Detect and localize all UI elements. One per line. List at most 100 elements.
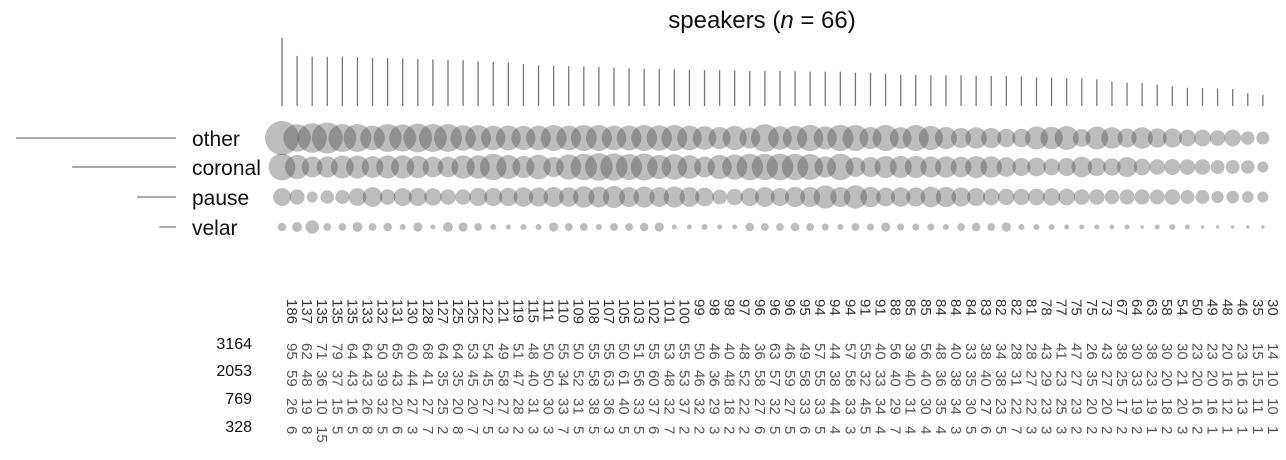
count-label: 14	[1264, 343, 1281, 360]
bubble	[289, 189, 305, 205]
count-label: 5	[615, 426, 632, 434]
bubble	[951, 187, 971, 207]
count-label: 2	[1128, 426, 1145, 434]
count-label: 6	[389, 426, 406, 434]
speaker-total-label: 88	[887, 299, 904, 316]
count-label: 19	[1128, 398, 1145, 415]
count-label: 2	[1158, 426, 1175, 434]
bubble	[1103, 158, 1121, 176]
count-label: 8	[298, 426, 315, 434]
count-label: 41	[1053, 343, 1070, 360]
count-label: 34	[555, 370, 572, 387]
bubble	[316, 156, 338, 178]
speaker-total-label: 81	[1022, 299, 1039, 316]
bubble	[880, 222, 891, 232]
bubble	[556, 154, 582, 180]
count-label: 32	[660, 398, 677, 415]
speaker-total-label: 125	[464, 299, 481, 324]
bubble	[912, 223, 920, 231]
count-label: 41	[419, 370, 436, 387]
bubble	[755, 187, 775, 207]
chart-title-n: n	[780, 7, 793, 34]
bubble	[927, 223, 935, 231]
bubble	[918, 125, 943, 151]
bubble	[712, 189, 728, 205]
speaker-total-label: 91	[856, 299, 873, 316]
speaker-total-label: 64	[1128, 299, 1145, 316]
speaker-total-label: 107	[600, 299, 617, 324]
count-label: 10	[313, 398, 330, 415]
bubble	[920, 186, 942, 208]
bubble	[874, 155, 897, 179]
bubble	[399, 223, 406, 231]
speaker-total-label: 135	[343, 299, 360, 324]
bubble	[602, 185, 626, 209]
bubble	[458, 222, 468, 232]
count-label: 29	[887, 398, 904, 415]
count-label: 55	[675, 343, 692, 360]
bubble	[376, 155, 400, 179]
count-label: 27	[751, 398, 768, 415]
bubble	[965, 155, 988, 179]
count-label: 45	[856, 398, 873, 415]
count-label: 50	[540, 343, 557, 360]
count-label: 1	[1203, 426, 1220, 434]
bubble	[588, 186, 610, 208]
count-label: 1	[1234, 426, 1251, 434]
count-label: 40	[917, 370, 934, 387]
count-label: 49	[494, 343, 511, 360]
count-label: 35	[449, 370, 466, 387]
category-label: velar	[192, 217, 238, 240]
count-label: 4	[826, 426, 843, 434]
bubble	[1211, 190, 1224, 204]
bubble	[570, 125, 597, 151]
count-label: 2	[1068, 426, 1085, 434]
bubble	[311, 122, 343, 154]
bubble	[1164, 159, 1181, 175]
count-label: 50	[374, 343, 391, 360]
count-label: 55	[811, 370, 828, 387]
count-label: 6	[796, 426, 813, 434]
bubble	[585, 153, 613, 181]
count-label: 23	[1143, 370, 1160, 387]
bubble	[677, 155, 702, 179]
count-label: 5	[479, 426, 496, 434]
count-label: 33	[962, 343, 979, 360]
bubble	[335, 190, 350, 204]
speaker-total-label: 103	[630, 299, 647, 324]
bubble	[361, 156, 384, 178]
bubble	[585, 125, 612, 151]
bubble	[343, 124, 372, 152]
speaker-total-label: 94	[841, 299, 858, 316]
count-label: 55	[856, 343, 873, 360]
bubble	[1134, 189, 1150, 205]
bubble	[1200, 225, 1205, 229]
bubble	[1013, 188, 1030, 206]
bubble	[619, 186, 640, 208]
count-label: 63	[600, 370, 617, 387]
count-label: 23	[1203, 343, 1220, 360]
bubble	[790, 222, 800, 232]
bubble	[1147, 128, 1167, 148]
bubble	[481, 125, 506, 151]
category-labels: other coronal pause velar	[192, 128, 261, 240]
bubble	[845, 157, 866, 177]
bubble	[1179, 129, 1196, 147]
bubble	[776, 223, 784, 231]
speaker-total-label: 95	[796, 299, 813, 316]
count-label: 56	[630, 370, 647, 387]
bubble	[520, 223, 527, 231]
count-label: 7	[555, 426, 572, 434]
bubble	[528, 187, 549, 207]
count-label: 33	[872, 370, 889, 387]
speaker-total-label: 63	[1143, 299, 1160, 316]
bubble	[646, 125, 672, 151]
bubble	[579, 223, 588, 231]
speaker-total-label: 84	[962, 299, 979, 316]
category-total-label: 3164	[216, 336, 252, 353]
count-label: 2	[736, 426, 753, 434]
speaker-total-label: 75	[1083, 299, 1100, 316]
bubble	[1209, 130, 1226, 146]
count-label: 51	[630, 343, 647, 360]
count-label: 3	[494, 426, 511, 434]
